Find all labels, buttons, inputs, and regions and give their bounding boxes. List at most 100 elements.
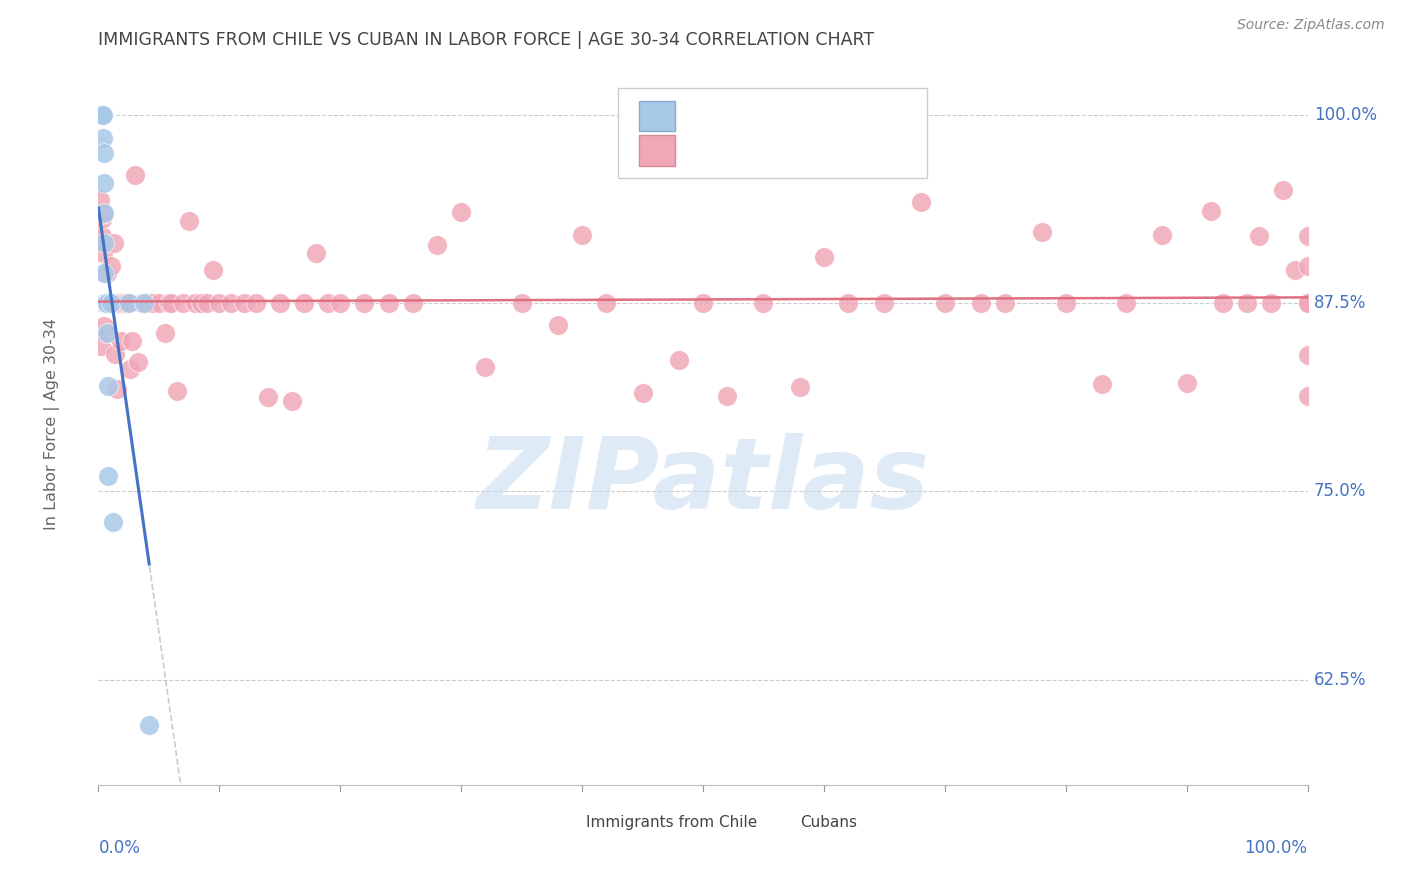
Point (91, 211, 114, 226)
Point (245, 296, 267, 310)
Point (329, 296, 352, 310)
Point (873, 296, 896, 310)
Point (153, 326, 176, 341)
Point (105, 382, 128, 396)
Point (91, 207, 114, 221)
Point (103, 235, 125, 250)
FancyBboxPatch shape (638, 136, 675, 166)
Point (93, 296, 115, 310)
Point (93, 296, 115, 310)
Point (305, 245, 328, 260)
Text: Source: ZipAtlas.com: Source: ZipAtlas.com (1237, 18, 1385, 32)
Point (202, 263, 225, 277)
Point (1296, 296, 1319, 310)
Point (96, 266, 118, 280)
Point (124, 169, 146, 183)
Point (571, 227, 593, 242)
Point (101, 296, 124, 310)
Point (93, 176, 115, 190)
Point (100, 296, 122, 310)
Point (595, 296, 617, 310)
Text: R =  0.198   N =  25: R = 0.198 N = 25 (688, 106, 901, 126)
Point (1199, 204, 1222, 219)
Point (450, 204, 472, 219)
Point (127, 355, 149, 369)
Point (752, 296, 775, 310)
Point (1296, 296, 1319, 310)
Point (668, 353, 690, 368)
Point (1296, 296, 1319, 310)
Point (98, 296, 121, 310)
Point (1249, 228, 1271, 243)
Point (93, 296, 115, 310)
Point (179, 214, 201, 228)
Text: 75.0%: 75.0% (1313, 483, 1367, 500)
Point (631, 386, 654, 401)
Point (93, 206, 115, 220)
FancyBboxPatch shape (766, 806, 793, 830)
Point (91, 228, 114, 243)
Point (934, 296, 956, 310)
Point (426, 238, 449, 252)
Point (94, 296, 117, 310)
Point (93, 266, 115, 280)
Point (1175, 376, 1198, 391)
Point (160, 296, 183, 310)
Point (232, 296, 254, 310)
Point (1260, 296, 1282, 310)
Point (716, 389, 738, 403)
Point (208, 296, 231, 310)
Point (118, 361, 141, 376)
Point (910, 195, 932, 210)
Point (100, 259, 122, 273)
Point (107, 296, 129, 310)
Point (1296, 296, 1319, 310)
Point (1296, 229, 1319, 244)
Point (353, 296, 375, 310)
Point (172, 296, 194, 310)
FancyBboxPatch shape (551, 806, 578, 830)
Text: R =  0.092   N = 106: R = 0.092 N = 106 (688, 141, 907, 160)
Point (256, 390, 278, 404)
Point (93, 296, 115, 310)
Point (89, 108, 111, 122)
Point (510, 296, 533, 310)
Text: Cubans: Cubans (800, 815, 856, 830)
Point (142, 296, 165, 310)
Point (692, 296, 714, 310)
Point (101, 515, 124, 529)
Point (117, 296, 139, 310)
Point (269, 296, 291, 310)
Point (91, 130, 114, 145)
Point (1296, 296, 1319, 310)
Point (994, 296, 1017, 310)
Point (111, 296, 134, 310)
Point (813, 250, 835, 264)
Text: Immigrants from Chile: Immigrants from Chile (586, 815, 756, 830)
Text: ZIPatlas: ZIPatlas (477, 433, 929, 530)
Point (1272, 183, 1295, 197)
Point (1296, 348, 1319, 362)
Text: 100.0%: 100.0% (1244, 839, 1308, 857)
Point (1296, 296, 1319, 310)
Point (166, 384, 188, 399)
Text: 0.0%: 0.0% (98, 839, 141, 857)
Point (104, 347, 127, 361)
Point (121, 334, 143, 349)
Point (1284, 262, 1306, 277)
Point (94, 296, 117, 310)
Point (1115, 296, 1137, 310)
Point (134, 296, 156, 310)
Text: IMMIGRANTS FROM CHILE VS CUBAN IN LABOR FORCE | AGE 30-34 CORRELATION CHART: IMMIGRANTS FROM CHILE VS CUBAN IN LABOR … (98, 31, 875, 49)
Point (148, 296, 170, 310)
Point (1091, 376, 1114, 391)
Point (292, 296, 315, 310)
Point (1296, 296, 1319, 310)
Point (1152, 228, 1174, 243)
Point (377, 296, 399, 310)
Point (93, 296, 115, 310)
Point (108, 296, 131, 310)
Point (97, 296, 120, 310)
Point (97, 326, 120, 341)
Point (110, 334, 132, 348)
